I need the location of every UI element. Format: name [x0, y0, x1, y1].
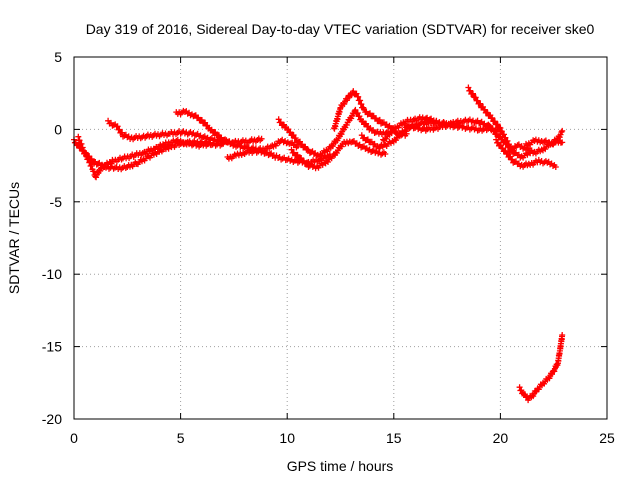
plot-frame: [73, 56, 608, 420]
x-tick-label: 25: [599, 430, 615, 446]
series-track-2: [75, 133, 214, 181]
grid: [74, 57, 607, 419]
y-tick-label: -10: [42, 266, 62, 282]
x-tick-label: 10: [279, 430, 295, 446]
x-tick-label: 15: [386, 430, 402, 446]
y-tick-label: -5: [50, 194, 63, 210]
y-tick-label: -20: [42, 411, 62, 427]
series-track-7: [288, 138, 389, 172]
x-tick-label: 5: [177, 430, 185, 446]
series-track-16: [516, 332, 566, 404]
axis-ticks: [73, 56, 608, 420]
series-track-6: [275, 106, 393, 160]
data-series: [71, 84, 566, 404]
series-track-13: [493, 136, 559, 170]
y-tick-label: 0: [54, 121, 62, 137]
series-track-4: [173, 107, 301, 154]
x-tick-label: 20: [493, 430, 509, 446]
series-track-15: [523, 127, 566, 149]
y-tick-label: -15: [42, 339, 62, 355]
y-axis-label: SDTVAR / TECUs: [6, 182, 22, 294]
x-axis-label: GPS time / hours: [287, 458, 394, 474]
x-tick-label: 0: [70, 430, 78, 446]
chart-title: Day 319 of 2016, Sidereal Day-to-day VTE…: [86, 21, 595, 37]
y-tick-label: 5: [54, 49, 62, 65]
tick-labels: 0 5 10 15 20 25 5 0 -5 -10 -15 -20: [42, 49, 615, 446]
series-track-5: [224, 147, 333, 167]
